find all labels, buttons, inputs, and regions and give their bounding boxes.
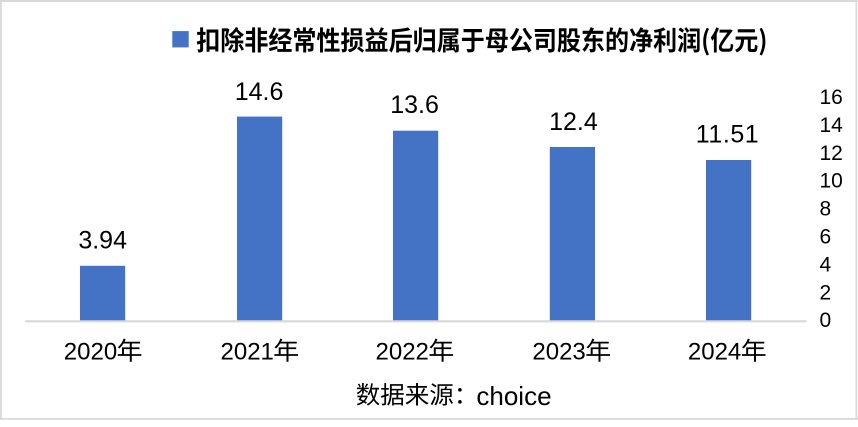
svg-text:8: 8 xyxy=(820,198,832,221)
svg-text:10: 10 xyxy=(820,170,843,193)
svg-text:2022: 2022 xyxy=(376,339,429,366)
svg-text:2: 2 xyxy=(820,281,832,304)
svg-text:2021: 2021 xyxy=(221,339,274,366)
svg-text:12.4: 12.4 xyxy=(549,108,598,136)
svg-text:2024: 2024 xyxy=(688,339,741,366)
svg-text:2023: 2023 xyxy=(532,339,585,366)
svg-text:3.94: 3.94 xyxy=(78,227,127,255)
svg-text:13.6: 13.6 xyxy=(390,91,439,119)
svg-text:0: 0 xyxy=(820,309,832,332)
svg-text:2020: 2020 xyxy=(64,339,117,366)
svg-text:12: 12 xyxy=(820,142,843,165)
svg-text:14.6: 14.6 xyxy=(235,78,284,106)
svg-text:11.51: 11.51 xyxy=(696,120,759,148)
svg-text:6: 6 xyxy=(820,226,832,249)
svg-text:choice: choice xyxy=(476,381,551,411)
svg-text:16: 16 xyxy=(820,86,843,109)
svg-text:4: 4 xyxy=(820,253,832,276)
svg-text:14: 14 xyxy=(820,114,844,137)
